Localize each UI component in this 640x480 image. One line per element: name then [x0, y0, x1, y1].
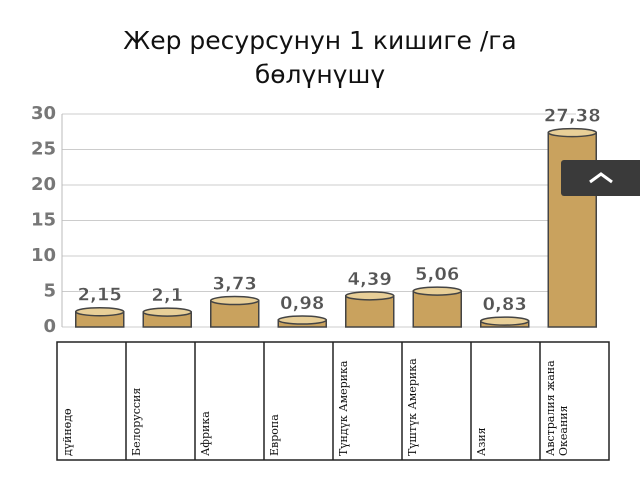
- bar-top: [75, 306, 125, 317]
- value-label: 27,38: [544, 106, 601, 127]
- y-tick-label: 20: [31, 174, 56, 195]
- bar-top: [142, 307, 192, 317]
- y-tick-label: 30: [31, 103, 56, 124]
- y-tick-label: 10: [31, 245, 56, 266]
- x-tick-label: Европа: [268, 414, 281, 456]
- x-tick-label: Австралия жана Океания: [544, 360, 570, 456]
- bar-top: [345, 291, 395, 301]
- x-tick-label: Азия: [475, 427, 488, 456]
- y-tick-label: 0: [43, 316, 56, 337]
- x-tick-label: Белоруссия: [130, 387, 143, 456]
- value-label: 2,15: [78, 285, 122, 306]
- x-tick-label: Африка: [199, 411, 212, 456]
- bar-top: [210, 295, 260, 306]
- bar: [412, 290, 462, 328]
- value-label: 0,98: [280, 293, 324, 314]
- x-tick-label: Түндүк Америка: [337, 360, 350, 456]
- chevron-icon: [589, 172, 613, 184]
- chart-title: Жер ресурсунун 1 кишиге /га бөлүнүшү: [123, 26, 517, 89]
- y-tick-label: 5: [43, 281, 56, 302]
- bar-top: [480, 316, 530, 326]
- x-tick-label: дүйнөдө: [61, 408, 74, 456]
- bar-top: [547, 127, 597, 138]
- bar: [345, 295, 395, 328]
- bar-top: [277, 315, 327, 325]
- value-label: 0,83: [483, 294, 527, 315]
- y-tick-label: 25: [31, 139, 56, 160]
- value-label: 4,39: [348, 269, 392, 290]
- value-label: 5,06: [415, 264, 459, 285]
- value-label: 3,73: [213, 274, 257, 295]
- x-tick-label: Түштүк Америка: [406, 358, 419, 456]
- bar-top: [412, 286, 462, 296]
- value-label: 2,1: [151, 285, 183, 306]
- scroll-up-button[interactable]: [561, 160, 640, 196]
- y-tick-label: 15: [31, 210, 56, 231]
